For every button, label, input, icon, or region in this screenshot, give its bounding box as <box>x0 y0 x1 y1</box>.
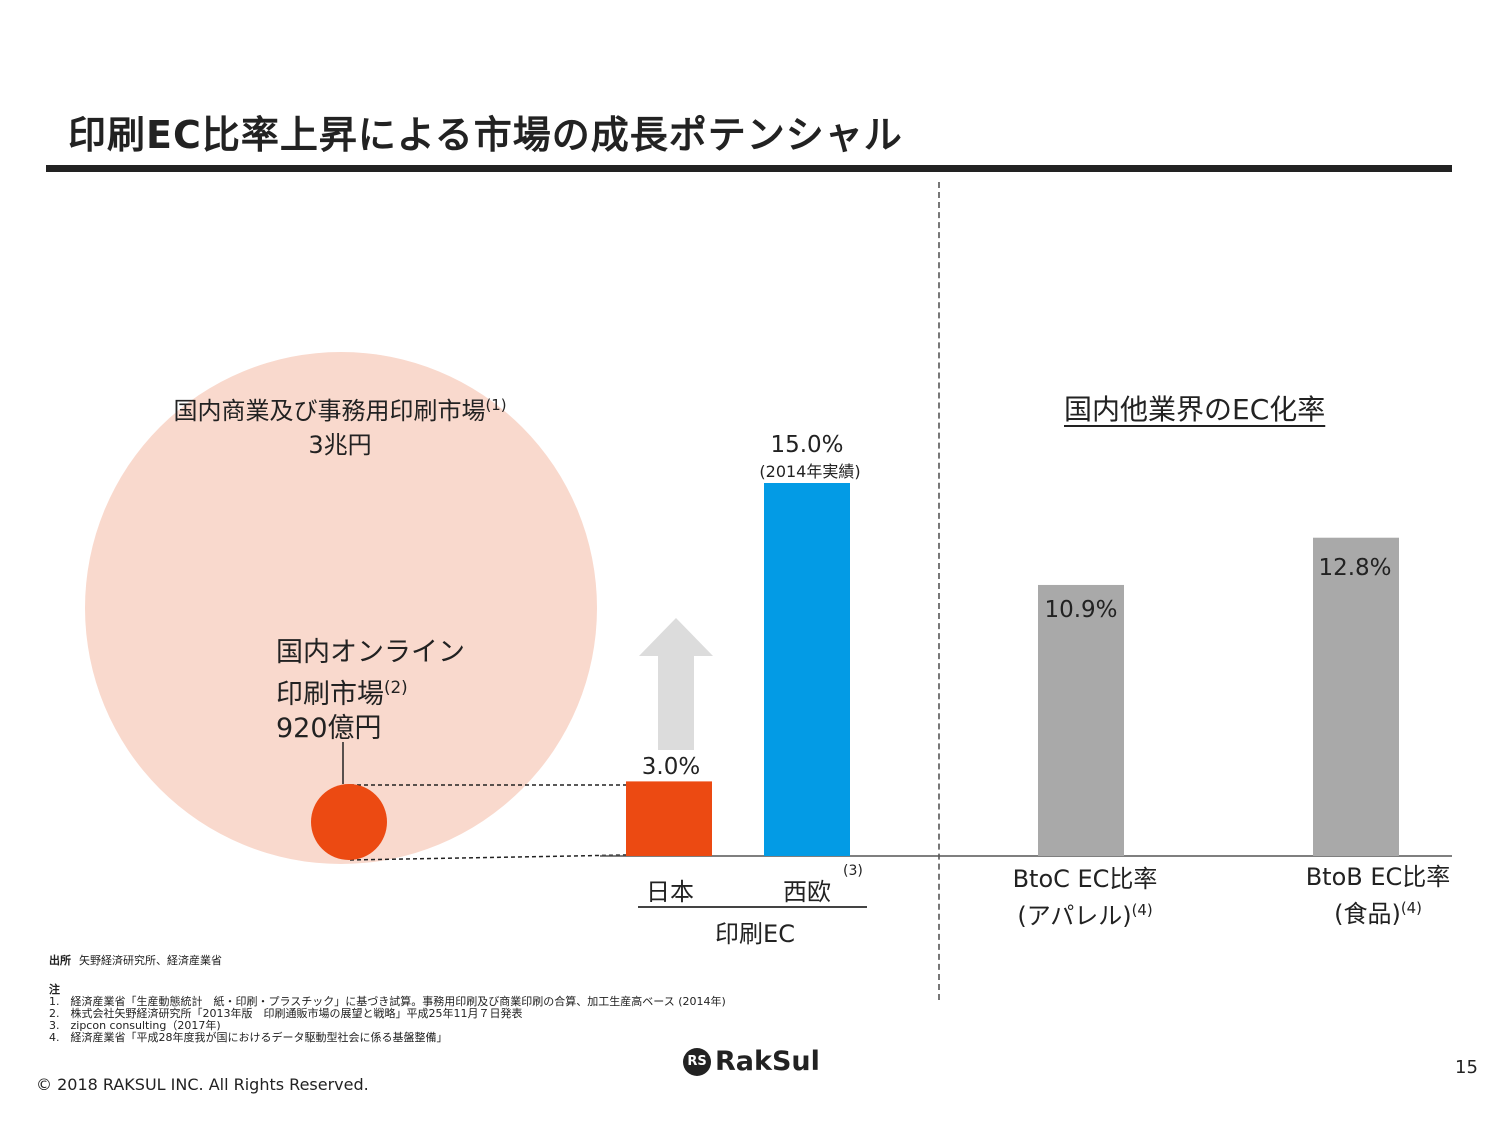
btoc-label-line2: (アパレル) <box>1017 902 1132 930</box>
bar-value-label-europe: 15.0% <box>770 432 844 458</box>
total-market-name: 国内商業及び事務用印刷市場 <box>173 397 486 425</box>
total-market-circle <box>85 352 597 864</box>
btob-label-line1: BtoB EC比率 <box>1305 863 1451 891</box>
ref-4-btob: (4) <box>1400 899 1422 917</box>
total-market-value: 3兆円 <box>308 431 372 459</box>
source-line: 出所 矢野経済研究所、経済産業省 <box>49 952 222 968</box>
footnote-4: 4. 経済産業省「平成28年度我が国におけるデータ駆動型社会に係る基盤整備」 <box>49 1031 448 1044</box>
category-group-rule <box>638 906 867 908</box>
title-underline <box>46 165 1452 172</box>
online-market-value: 920億円 <box>276 713 382 744</box>
total-market-label: 国内商業及び事務用印刷市場(1) 3兆円 <box>140 388 540 462</box>
bar-btob <box>1313 537 1399 856</box>
up-arrow-icon <box>639 618 713 750</box>
category-group-label: 印刷EC <box>715 920 795 948</box>
bar-europe <box>764 483 850 856</box>
source-head: 出所 <box>49 954 71 967</box>
copyright: © 2018 RAKSUL INC. All Rights Reserved. <box>36 1075 369 1094</box>
bar-value-label-japan: 3.0% <box>641 754 701 780</box>
category-label-europe: 西欧 <box>783 878 831 906</box>
bar-value-label-btoc: 10.9% <box>1044 597 1118 623</box>
footnote-2: 2. 株式会社矢野経済研究所「2013年版 印刷通販市場の展望と戦略」平成25年… <box>49 1007 523 1020</box>
ref-1: (1) <box>485 396 507 414</box>
online-market-label: 国内オンライン 印刷市場(2) 920億円 <box>276 636 465 746</box>
other-industries-title: 国内他業界のEC化率 <box>1064 393 1326 426</box>
footnotes: 注 1. 経済産業省「生産動態統計 紙・印刷・プラスチック」に基づき試算。事務用… <box>49 984 726 1044</box>
europe-year-note: (2014年実績) <box>759 462 861 481</box>
logo-mark-icon: RS <box>683 1047 711 1076</box>
company-logo: RS RakSul <box>683 1046 820 1077</box>
online-market-name-1: 国内オンライン <box>276 637 465 668</box>
ref-2: (2) <box>384 677 408 697</box>
logo-text: RakSul <box>715 1046 820 1077</box>
footnote-3: 3. zipcon consulting（2017年) <box>49 1019 221 1032</box>
online-market-circle <box>311 784 387 860</box>
category-label-btoc: BtoC EC比率 (アパレル)(4) <box>990 864 1180 932</box>
source-text: 矢野経済研究所、経済産業省 <box>79 954 222 967</box>
page-number: 15 <box>1455 1057 1478 1078</box>
bar-value-label-btob: 12.8% <box>1318 555 1392 581</box>
footnote-1: 1. 経済産業省「生産動態統計 紙・印刷・プラスチック」に基づき試算。事務用印刷… <box>49 995 726 1008</box>
online-market-name-2: 印刷市場 <box>276 679 384 710</box>
slide-title: 印刷EC比率上昇による市場の成長ポテンシャル <box>68 113 903 157</box>
bar-btoc <box>1038 584 1124 856</box>
bar-japan <box>626 781 712 856</box>
notes-head: 注 <box>49 983 60 996</box>
btob-label-line2: (食品) <box>1334 900 1401 928</box>
ref-3: (3) <box>843 863 863 879</box>
ref-4-btoc: (4) <box>1131 901 1153 919</box>
section-divider <box>938 182 940 1000</box>
btoc-label-line1: BtoC EC比率 <box>1012 865 1158 893</box>
category-label-japan: 日本 <box>646 878 694 906</box>
category-label-btob: BtoB EC比率 (食品)(4) <box>1283 862 1473 930</box>
